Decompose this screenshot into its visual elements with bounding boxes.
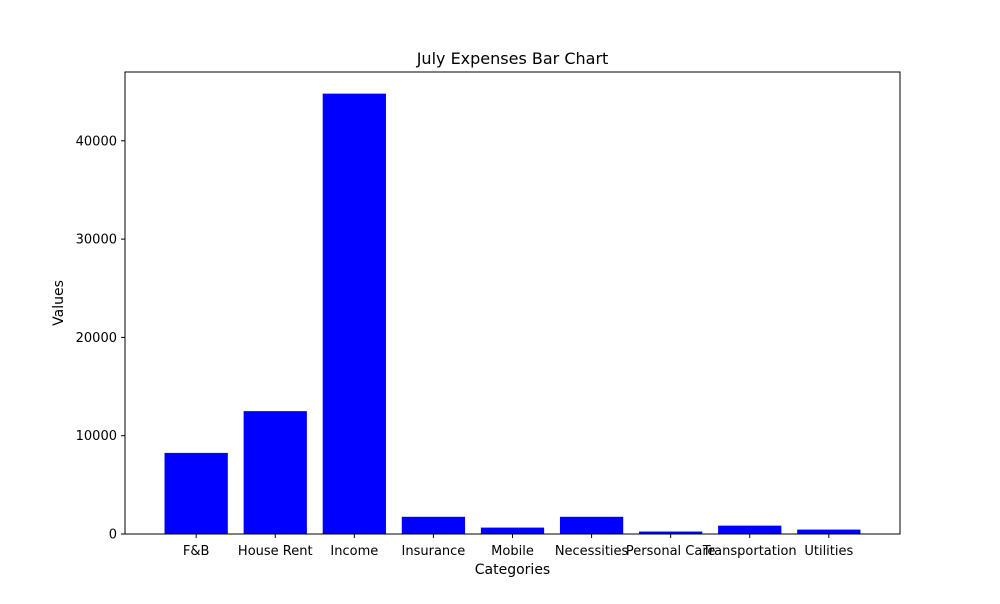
x-tick-label-1: House Rent	[238, 544, 313, 559]
x-axis-label: Categories	[475, 562, 550, 578]
x-tick-label-3: Insurance	[402, 544, 466, 559]
y-tick-label-2: 20000	[76, 331, 117, 346]
y-tick-label-3: 30000	[76, 233, 117, 248]
bar-7	[718, 525, 782, 534]
x-tick-label-8: Utilities	[804, 544, 853, 559]
bar-4	[480, 527, 545, 534]
x-tick-label-0: F&B	[183, 544, 210, 559]
x-tick-label-2: Income	[330, 544, 378, 559]
bars-layer	[164, 93, 861, 534]
bar-0	[164, 452, 228, 534]
bar-1	[243, 411, 307, 534]
y-tick-label-0: 0	[109, 528, 117, 543]
y-axis: 0 10000 20000 30000 40000	[76, 134, 125, 543]
x-tick-label-7: Transportation	[702, 544, 797, 559]
bar-8	[797, 529, 861, 534]
bar-3	[401, 516, 466, 534]
x-axis: F&B House Rent Income Insurance Mobile Necess…	[183, 534, 854, 559]
chart-title: July Expenses Bar Chart	[416, 49, 609, 68]
x-tick-label-5: Necessities	[555, 544, 629, 559]
y-tick-label-1: 10000	[76, 429, 117, 444]
bar-5	[559, 516, 624, 534]
plot-frame	[124, 71, 901, 535]
x-tick-label-4: Mobile	[491, 544, 534, 559]
y-tick-label-4: 40000	[76, 134, 117, 149]
x-tick-label-6: Personal Care	[626, 544, 716, 559]
y-axis-label: Values	[51, 280, 67, 326]
bar-2	[322, 93, 386, 534]
bar-6	[639, 531, 703, 534]
